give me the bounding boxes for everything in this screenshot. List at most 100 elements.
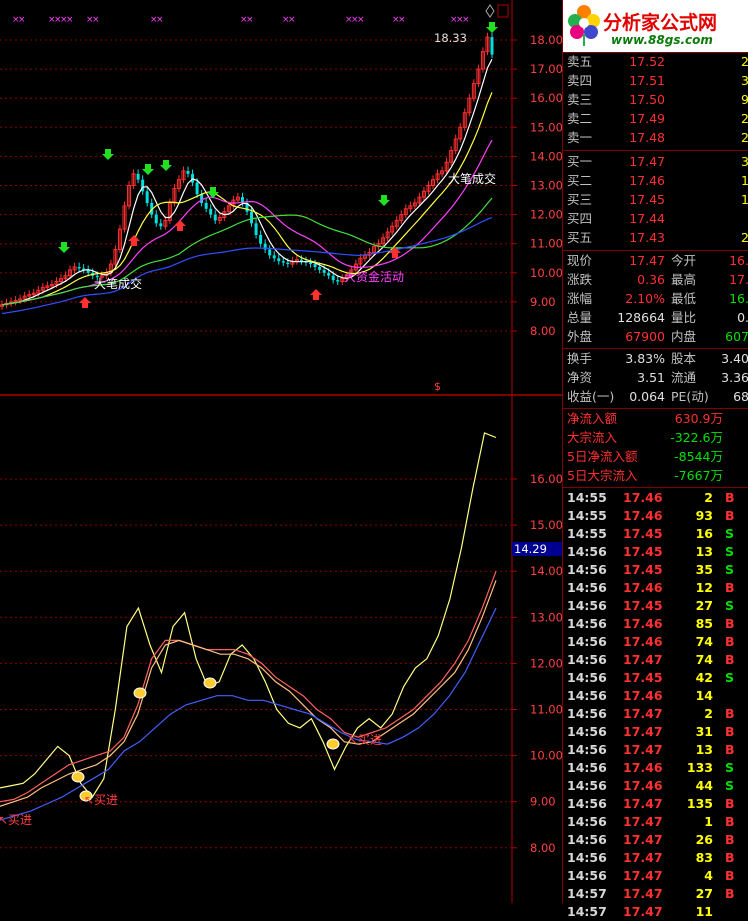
candle-body: [435, 173, 440, 181]
tick-volume: 4: [704, 868, 713, 883]
tick-row[interactable]: 14:56 17.46 12 B: [563, 579, 748, 597]
tick-volume: 27: [695, 598, 713, 613]
tick-row[interactable]: 14:56 17.47 13 B: [563, 741, 748, 759]
tick-time: 14:56: [567, 868, 607, 883]
tick-volume: 16: [695, 526, 713, 541]
bid-volume: 1: [741, 173, 748, 188]
candle-body: [163, 219, 168, 227]
fund-flow-row: 大宗流入 -322.6万: [563, 429, 748, 447]
tick-price: 17.47: [623, 814, 663, 829]
upper-axis-label: 8.00: [530, 324, 556, 338]
tick-time: 14:56: [567, 544, 607, 559]
tick-row[interactable]: 14:56 17.45 35 S: [563, 561, 748, 579]
tick-time: 14:55: [567, 526, 607, 541]
tick-row[interactable]: 14:55 17.46 2 B: [563, 489, 748, 507]
candle-body: [68, 269, 73, 277]
candle-body: [40, 286, 45, 291]
tick-row[interactable]: 14:56 17.45 27 S: [563, 597, 748, 615]
candle-body: [154, 214, 158, 224]
tick-volume: 27: [695, 886, 713, 901]
tick-time: 14:56: [567, 616, 607, 631]
candle-body: [254, 223, 258, 235]
tick-row[interactable]: 14:56 17.46 74 B: [563, 633, 748, 651]
ask-volume: 9: [741, 92, 748, 107]
tick-row[interactable]: 14:56 17.45 13 S: [563, 543, 748, 561]
candle-body: [331, 275, 335, 281]
tick-volume: 35: [695, 562, 713, 577]
tick-row[interactable]: 14:56 17.47 83 B: [563, 849, 748, 867]
signal-x-marker: ×: [92, 15, 100, 25]
tick-time: 14:56: [567, 742, 607, 757]
bid-label: 买一: [567, 154, 593, 169]
flow-value: 630.9万: [674, 411, 723, 426]
tick-side: B: [725, 616, 735, 631]
tick-price: 17.47: [623, 706, 663, 721]
tick-side: B: [725, 742, 735, 757]
tick-price: 17.46: [623, 508, 663, 523]
quote-label-2: 内盘: [671, 329, 697, 344]
tick-volume: 44: [695, 778, 713, 793]
candle-body: [204, 202, 208, 209]
candle-body: [150, 202, 154, 215]
ask-volume: 3: [741, 73, 748, 88]
candle-body: [82, 268, 86, 270]
upper-axis-label: 16.00: [530, 91, 562, 105]
tick-row[interactable]: 14:56 17.45 42 S: [563, 669, 748, 687]
ask-volume: 2: [741, 130, 748, 145]
signal-x-marker: ×: [456, 15, 464, 25]
down-arrow-icon: [486, 22, 498, 33]
site-logo[interactable]: 分析家公式网 www.88gs.com: [563, 0, 748, 52]
signal-x-marker: ×: [282, 15, 290, 25]
ma20-line: [1, 139, 493, 306]
lower-axis-label: 8.00: [530, 841, 556, 855]
down-arrow-icon: [207, 187, 219, 198]
candle-body: [181, 170, 186, 181]
flow-label: 大宗流入: [567, 430, 618, 445]
quote-label-2: 今开: [671, 253, 697, 268]
candle-body: [286, 262, 290, 265]
separator: [563, 348, 748, 349]
tick-row[interactable]: 14:56 17.46 85 B: [563, 615, 748, 633]
tick-row[interactable]: 14:56 17.47 2 B: [563, 705, 748, 723]
bid-volume: 1: [741, 192, 748, 207]
candle-body: [259, 234, 263, 244]
fund-value-2: 3.36: [721, 370, 748, 385]
candle-body: [272, 255, 276, 259]
quote-label: 外盘: [567, 329, 593, 344]
tick-row[interactable]: 14:56 17.47 31 B: [563, 723, 748, 741]
candle-body: [458, 126, 463, 140]
candle-body: [18, 298, 23, 301]
tick-row[interactable]: 14:56 17.46 133 S: [563, 759, 748, 777]
flow-value: -322.6万: [670, 430, 723, 445]
fund-value: 3.83%: [625, 351, 665, 366]
bid-price: 17.46: [629, 173, 665, 188]
tick-row[interactable]: 14:56 17.46 44 S: [563, 777, 748, 795]
tick-row[interactable]: 14:55 17.46 93 B: [563, 507, 748, 525]
tick-row[interactable]: 14:55 17.45 16 S: [563, 525, 748, 543]
tick-side: B: [725, 886, 735, 901]
tick-row[interactable]: 14:56 17.47 74 B: [563, 651, 748, 669]
logo-title: 分析家公式网: [603, 12, 718, 34]
quote-value-2: 607: [725, 329, 748, 344]
signal-x-marker: ×: [60, 15, 68, 25]
tick-row[interactable]: 14:56 17.47 4 B: [563, 867, 748, 885]
candle-body: [145, 191, 149, 203]
tick-volume: 14: [695, 688, 713, 703]
bid-label: 买四: [567, 211, 593, 226]
upper-axis-label: 18.00: [530, 33, 562, 47]
tick-row[interactable]: 14:56 17.47 1 B: [563, 813, 748, 831]
tick-time: 14:56: [567, 670, 607, 685]
tick-row[interactable]: 14:56 17.47 26 B: [563, 831, 748, 849]
down-arrow-icon: [58, 242, 70, 253]
tick-row[interactable]: 14:57 17.47 11: [563, 903, 748, 921]
tick-price: 17.45: [623, 670, 663, 685]
flow-label: 5日净流入额: [567, 449, 638, 464]
tick-volume: 93: [695, 508, 713, 523]
tick-row[interactable]: 14:57 17.47 27 B: [563, 885, 748, 903]
tick-row[interactable]: 14:56 17.46 14: [563, 687, 748, 705]
pane-corner-box[interactable]: [497, 4, 509, 18]
candle-body: [240, 197, 244, 203]
tick-row[interactable]: 14:56 17.47 135 B: [563, 795, 748, 813]
tick-volume: 74: [695, 652, 713, 667]
